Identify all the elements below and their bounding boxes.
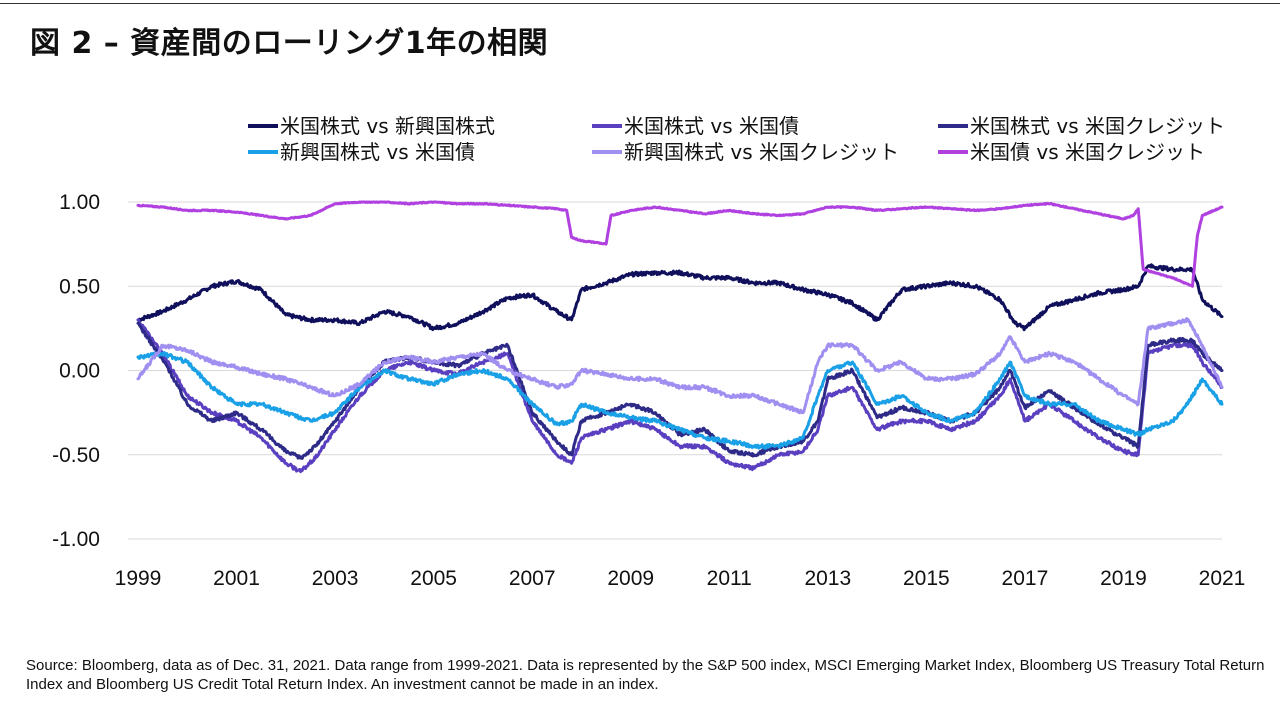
- y-tick-label: 1.00: [59, 191, 100, 214]
- y-tick-label: 0.50: [59, 275, 100, 298]
- x-tick-label: 2013: [804, 567, 851, 590]
- legend-label: 米国債 vs 米国クレジット: [970, 140, 1205, 164]
- gridlines: [128, 201, 1222, 540]
- series-line: [136, 321, 1224, 460]
- y-tick-label: 0.00: [59, 360, 100, 383]
- y-axis-tick-labels: 1.00 0.50 0.00 -0.50 -1.00: [52, 191, 100, 551]
- x-tick-label: 2005: [410, 567, 457, 590]
- series-line: [136, 351, 1224, 450]
- x-tick-label: 2019: [1100, 567, 1147, 590]
- top-rule: [0, 3, 1280, 4]
- x-tick-label: 1999: [115, 567, 162, 590]
- legend-label: 新興国株式 vs 米国クレジット: [624, 140, 899, 164]
- series-lines: [136, 200, 1224, 474]
- series-line: [136, 263, 1224, 332]
- x-tick-label: 2003: [312, 567, 359, 590]
- legend-label: 米国株式 vs 新興国株式: [280, 114, 495, 138]
- x-tick-label: 2011: [707, 567, 752, 590]
- source-note: Source: Bloomberg, data as of Dec. 31, 2…: [26, 657, 1265, 693]
- series-line: [136, 318, 1224, 474]
- x-axis-tick-labels: 1999 2001 2003 2005 2007 2009 2011 2013 2015 2017…: [115, 567, 1246, 590]
- series-line: [136, 317, 1224, 415]
- x-tick-label: 2015: [903, 567, 950, 590]
- x-tick-label: 2001: [213, 567, 260, 590]
- legend-label: 米国株式 vs 米国債: [624, 114, 799, 138]
- x-tick-label: 2021: [1199, 567, 1246, 590]
- page-title: 図 2 – 資産間のローリング1年の相関: [30, 26, 549, 61]
- x-tick-label: 2007: [509, 567, 556, 590]
- x-tick-label: 2009: [607, 567, 654, 590]
- legend-label: 新興国株式 vs 米国債: [280, 140, 475, 164]
- x-tick-label: 2017: [1002, 567, 1049, 590]
- y-tick-label: -0.50: [52, 444, 100, 467]
- y-tick-label: -1.00: [52, 528, 100, 551]
- legend-label: 米国株式 vs 米国クレジット: [970, 114, 1225, 138]
- series-line: [136, 200, 1224, 288]
- legend: 米国株式 vs 新興国株式 米国株式 vs 米国債 米国株式 vs 米国クレジット新…: [248, 114, 1225, 164]
